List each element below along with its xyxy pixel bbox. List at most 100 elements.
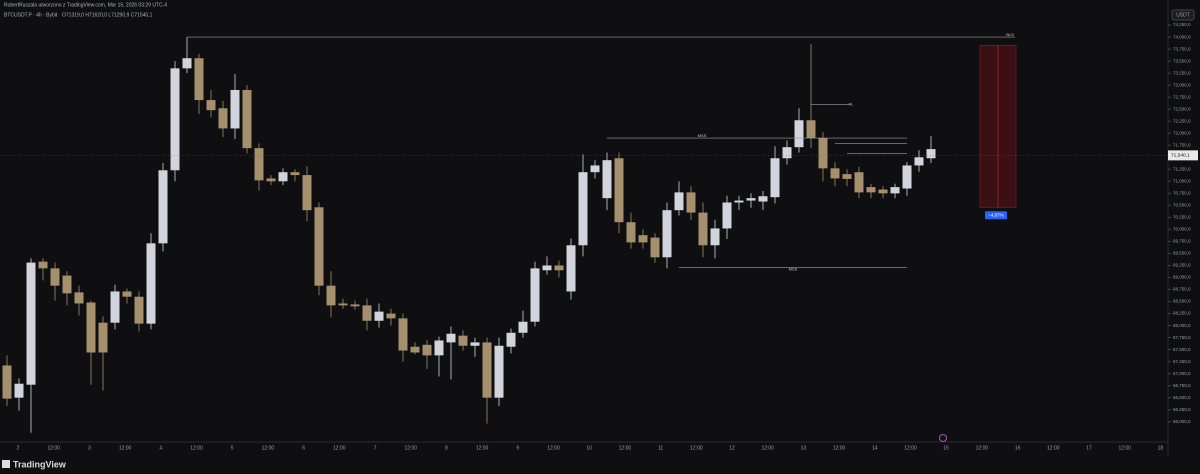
candle-body [110, 291, 120, 323]
x-tick-label: 5 [231, 445, 234, 451]
candle-body [830, 168, 840, 179]
x-tick-label: 12:00 [119, 445, 132, 451]
last-price-box [1168, 150, 1198, 161]
candle-body [866, 187, 876, 193]
x-tick-label: 17 [1086, 445, 1092, 451]
candle-body [722, 202, 732, 229]
y-tick-label: 72,750,0 [1173, 94, 1191, 99]
x-tick-label: 7 [374, 445, 377, 451]
candle-body [290, 172, 300, 176]
y-tick-label: 66,250,0 [1173, 407, 1191, 412]
x-tick-label: 2 [17, 445, 20, 451]
candle-body [626, 222, 636, 243]
y-tick-label: 73,000,0 [1173, 82, 1191, 87]
candle-body [554, 265, 564, 271]
candle-body [398, 318, 408, 351]
candle-body [50, 268, 60, 286]
y-tick-label: 70,000,0 [1173, 227, 1191, 232]
candle-body [590, 165, 600, 173]
x-tick-label: 12:00 [904, 445, 917, 451]
candle-body [914, 157, 924, 166]
candle-body [14, 383, 24, 398]
y-tick-label: 66,000,0 [1173, 419, 1191, 424]
x-tick-label: 18 [1158, 445, 1164, 451]
candle-body [194, 58, 204, 101]
candle-body [278, 172, 288, 182]
candle-body [386, 313, 396, 319]
candle-body [854, 172, 864, 193]
y-tick-label: 69,250,0 [1173, 263, 1191, 268]
x-tick-label: 15 [943, 445, 949, 451]
x-tick-label: 12:00 [547, 445, 560, 451]
y-tick-label: 73,250,0 [1173, 70, 1191, 75]
y-tick-label: 68,500,0 [1173, 299, 1191, 304]
x-tick-label: 12:00 [1047, 445, 1060, 451]
candle-body [482, 342, 492, 398]
author: RobertRuszala utworzono z TradingView.co… [4, 2, 167, 8]
candle-body [218, 108, 228, 129]
candle-body [230, 89, 240, 129]
candle-body [410, 346, 420, 353]
candle-body [182, 58, 192, 69]
x-tick-label: 12:00 [262, 445, 275, 451]
event-icon[interactable] [939, 434, 947, 442]
candle-body [434, 340, 444, 356]
x-tick-label: 12:00 [690, 445, 703, 451]
candle-body [890, 187, 900, 194]
candle-body [314, 207, 324, 286]
candle-body [770, 158, 780, 198]
x-tick-label: 4 [159, 445, 162, 451]
x-tick-label: 3 [88, 445, 91, 451]
candle-body [614, 158, 624, 223]
x-tick-label: 16 [1015, 445, 1021, 451]
candle-body [266, 178, 276, 182]
y-tick-label: 67,000,0 [1173, 371, 1191, 376]
candle-body [662, 210, 672, 258]
candle-body [542, 265, 552, 271]
candle-body [350, 304, 360, 307]
candle-body [746, 198, 756, 201]
candle-body [26, 262, 36, 385]
candle-body [842, 174, 852, 179]
candle-body [686, 192, 696, 213]
y-tick-label: 70,500,0 [1173, 203, 1191, 208]
candle-body [710, 228, 720, 246]
y-tick-label: 72,500,0 [1173, 106, 1191, 111]
x-tick-label: 14 [872, 445, 878, 451]
candle-body [122, 291, 132, 297]
candle-body [146, 243, 156, 324]
x-tick-label: 12:00 [47, 445, 60, 451]
logo [2, 460, 10, 468]
y-tick-label: 66,500,0 [1173, 395, 1191, 400]
candle-body [794, 120, 804, 148]
candle-body [782, 147, 792, 159]
candle-body [74, 292, 84, 304]
x-tick-label: 12 [729, 445, 735, 451]
candle-body [242, 89, 252, 149]
y-tick-label: 70,750,0 [1173, 191, 1191, 196]
candle-body [2, 365, 12, 399]
x-tick-label: 12:00 [1118, 445, 1131, 451]
y-tick-label: 72,250,0 [1173, 118, 1191, 123]
currency-box[interactable] [1171, 9, 1195, 21]
candle-body [458, 335, 468, 346]
y-tick-label: 67,250,0 [1173, 359, 1191, 364]
x-tick-label: 12:00 [190, 445, 203, 451]
candle-body [254, 148, 264, 181]
y-tick-label: 74,000,0 [1173, 34, 1191, 39]
candle-body [494, 345, 504, 398]
y-tick-label: 71,750,0 [1173, 142, 1191, 147]
y-tick-label: 71,250,0 [1173, 166, 1191, 171]
y-tick-label: 71,000,0 [1173, 179, 1191, 184]
candle-body [902, 165, 912, 189]
x-tick-label: 6 [302, 445, 305, 451]
candle-body [338, 303, 348, 306]
candle-body [302, 175, 312, 211]
candle-body [470, 342, 480, 346]
candle-body [326, 285, 336, 306]
candle-body [698, 212, 708, 246]
level-label: MSS [698, 133, 707, 138]
brand: TradingView [13, 459, 67, 469]
candle-body [602, 160, 612, 199]
